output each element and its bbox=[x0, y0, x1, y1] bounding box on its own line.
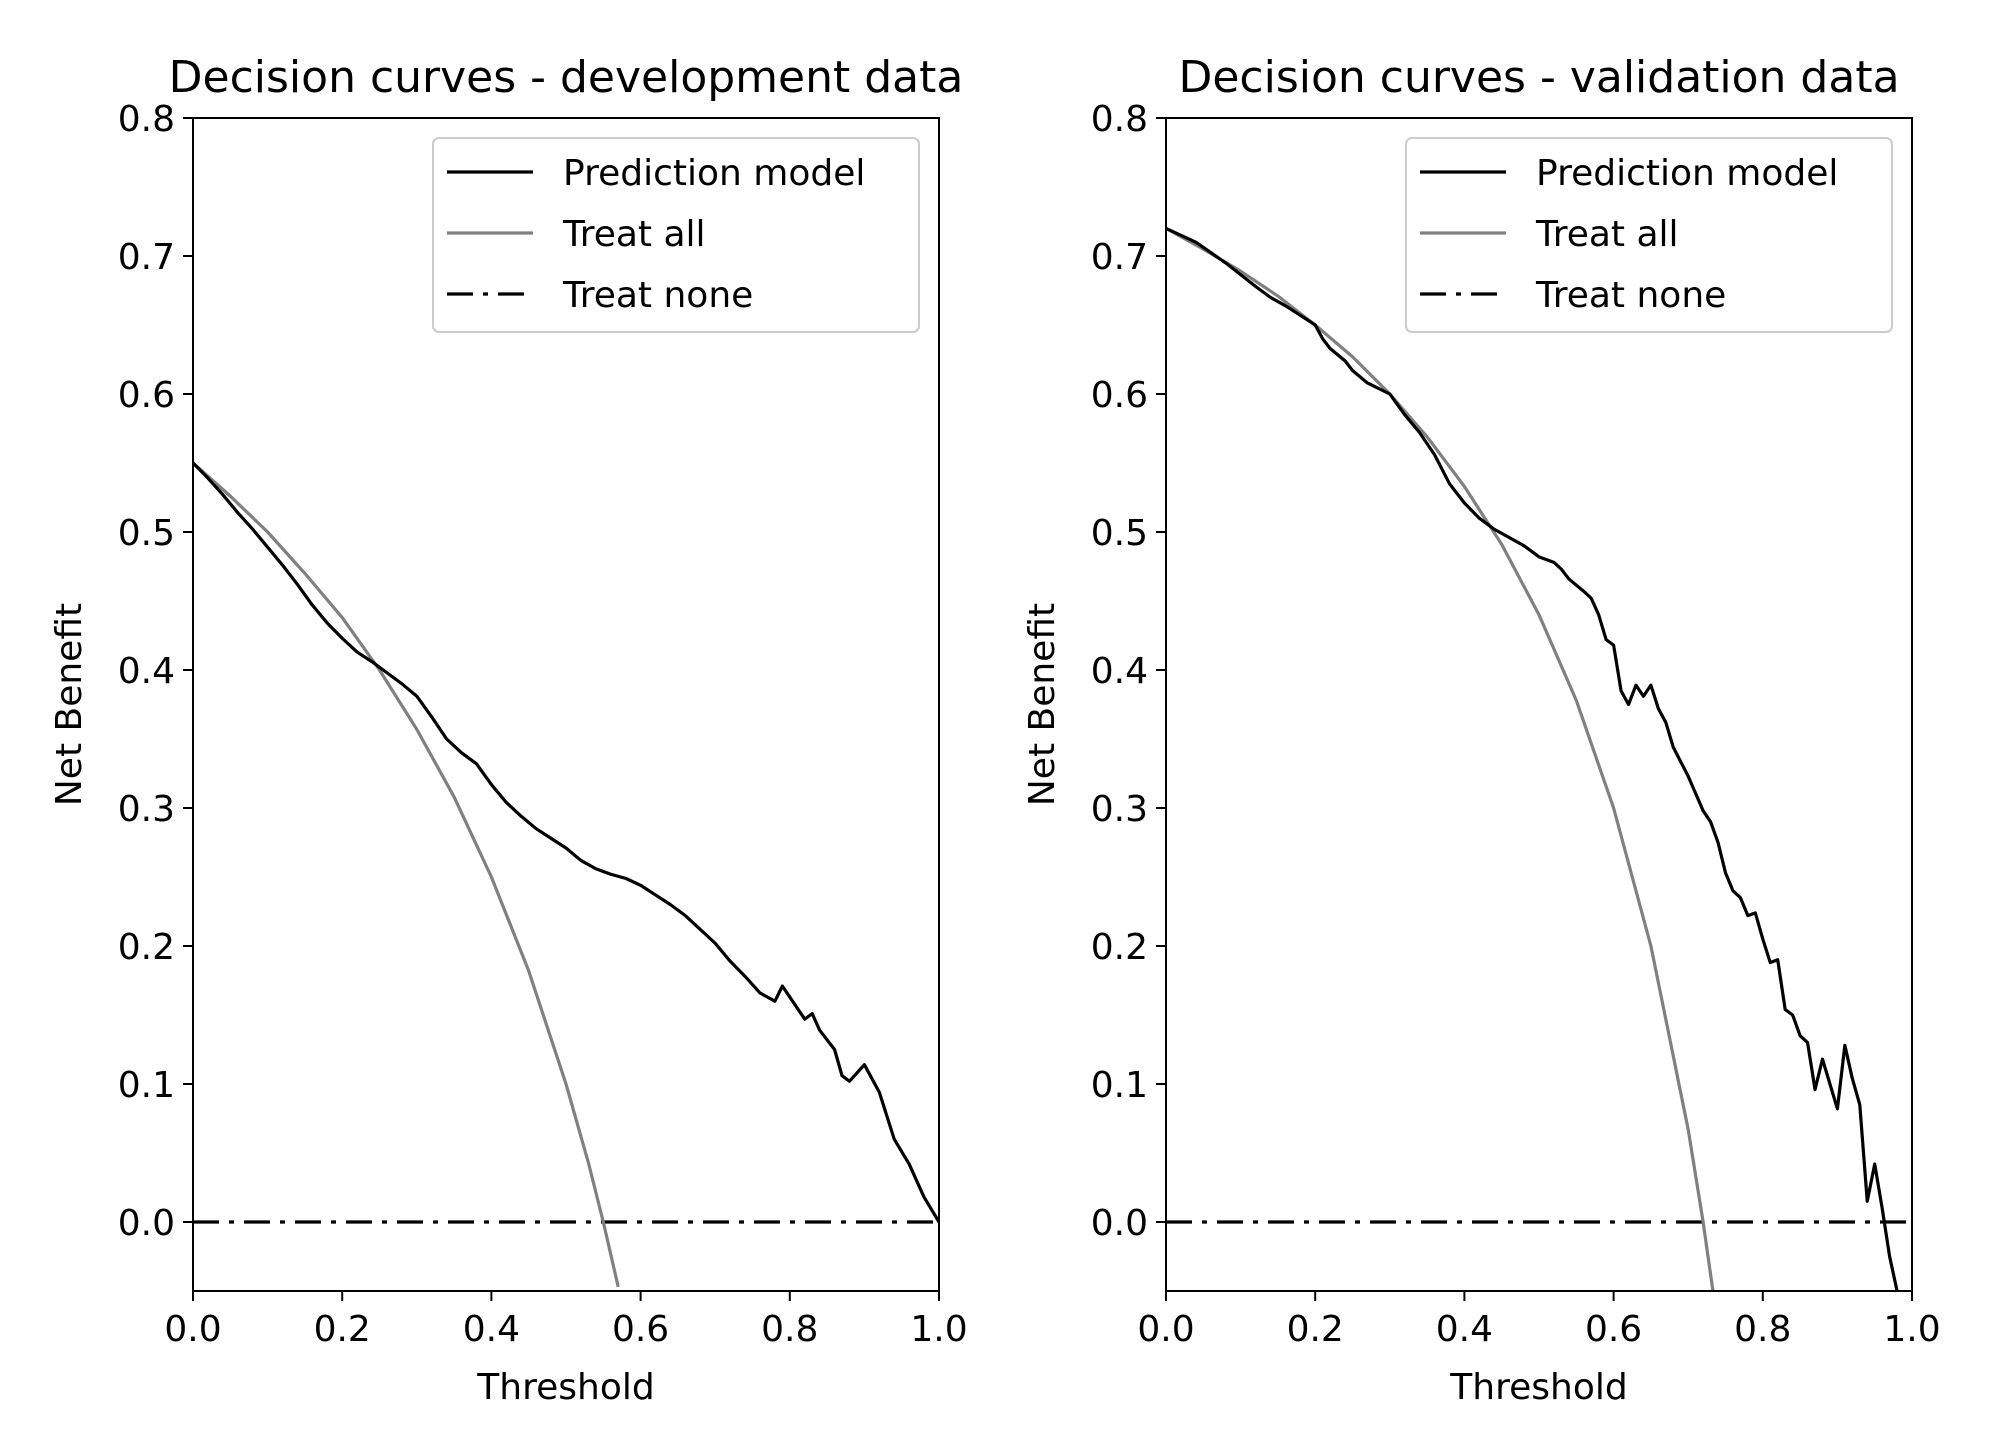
y-tick-label: 0.7 bbox=[1091, 237, 1148, 278]
y-tick-label: 0.6 bbox=[118, 375, 175, 416]
plot-area bbox=[193, 461, 939, 1288]
y-tick-label: 0.2 bbox=[1091, 927, 1148, 968]
series-line-prediction-model bbox=[193, 461, 939, 1223]
legend-label: Treat all bbox=[562, 214, 706, 255]
axes-frame bbox=[192, 117, 940, 1292]
y-tick-label: 0.1 bbox=[1091, 1065, 1148, 1106]
x-tick-label: 0.0 bbox=[1137, 1309, 1194, 1350]
y-tick-label: 0.1 bbox=[118, 1065, 175, 1106]
x-tick-label: 0.4 bbox=[463, 1309, 520, 1350]
chart-validation: Decision curves - validation data 0.0 0.2 0… bbox=[1022, 52, 1941, 1408]
x-tick-label: 0.6 bbox=[1585, 1309, 1642, 1350]
y-tick-label: 0.3 bbox=[118, 789, 175, 830]
chart-development: Decision curves - development data 0.0 0.2… bbox=[49, 52, 968, 1408]
x-tick-label: 0.6 bbox=[612, 1309, 669, 1350]
y-tick-label: 0.4 bbox=[1091, 651, 1148, 692]
y-axis-label: Net Benefit bbox=[1022, 603, 1063, 806]
axes-frame bbox=[1165, 117, 1913, 1292]
y-tick-label: 0.0 bbox=[1091, 1203, 1148, 1244]
x-tick-label: 0.4 bbox=[1436, 1309, 1493, 1350]
x-tick-label: 0.8 bbox=[761, 1309, 818, 1350]
x-tick-label: 0.8 bbox=[1734, 1309, 1791, 1350]
legend-box bbox=[432, 137, 920, 333]
legend-label: Treat all bbox=[1535, 214, 1679, 255]
x-tick-label: 1.0 bbox=[910, 1309, 967, 1350]
chart-title: Decision curves - validation data bbox=[1178, 52, 1899, 103]
legend-label: Prediction model bbox=[1536, 153, 1838, 194]
series-line-treat-all bbox=[1166, 227, 1715, 1291]
y-tick-label: 0.0 bbox=[118, 1203, 175, 1244]
legend: Prediction model Treat all Treat none bbox=[432, 137, 920, 333]
legend-label: Treat none bbox=[562, 275, 753, 316]
y-tick-label: 0.5 bbox=[118, 513, 175, 554]
x-tick-label: 0.2 bbox=[1287, 1309, 1344, 1350]
plot-area bbox=[1166, 226, 1912, 1291]
x-tick-label: 0.0 bbox=[164, 1309, 221, 1350]
y-tick-label: 0.2 bbox=[118, 927, 175, 968]
y-tick-label: 0.6 bbox=[1091, 375, 1148, 416]
y-tick-label: 0.5 bbox=[1091, 513, 1148, 554]
legend-label: Prediction model bbox=[563, 153, 865, 194]
y-tick-label: 0.7 bbox=[118, 237, 175, 278]
chart-title: Decision curves - development data bbox=[169, 52, 964, 103]
legend-box bbox=[1405, 137, 1893, 333]
series-line-treat-all bbox=[193, 461, 620, 1288]
y-axis-label: Net Benefit bbox=[49, 603, 90, 806]
y-tick-label: 0.3 bbox=[1091, 789, 1148, 830]
series-line-prediction-model bbox=[1166, 226, 1899, 1291]
x-axis-label: Threshold bbox=[1449, 1367, 1627, 1408]
x-tick-label: 0.2 bbox=[314, 1309, 371, 1350]
legend: Prediction model Treat all Treat none bbox=[1405, 137, 1893, 333]
legend-label: Treat none bbox=[1535, 275, 1726, 316]
x-tick-label: 1.0 bbox=[1883, 1309, 1940, 1350]
y-tick-label: 0.4 bbox=[118, 651, 175, 692]
y-tick-label: 0.8 bbox=[1091, 99, 1148, 140]
y-tick-label: 0.8 bbox=[118, 99, 175, 140]
x-axis-label: Threshold bbox=[476, 1367, 654, 1408]
